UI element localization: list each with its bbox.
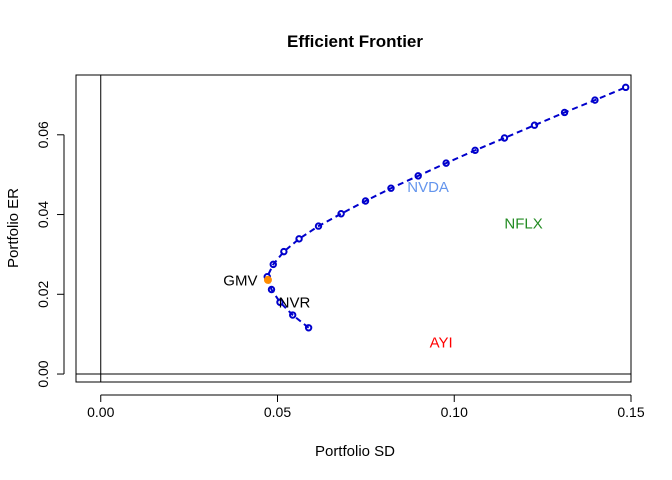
frontier-point [530,121,539,129]
frontier-point [337,210,345,218]
asset-labels: GMV NVR NVDA NFLX AYI [223,179,542,351]
frontier-point [414,172,422,180]
asset-label-nflx: NFLX [504,216,542,233]
asset-label-gmv: GMV [223,273,257,290]
frontier-point [295,235,303,243]
x-axis-label: Portfolio SD [315,443,395,460]
frontier-point [276,298,284,306]
frontier-line [266,86,627,329]
y-axis: 0.00 0.02 0.04 0.06 [35,121,65,388]
frontier-point [314,222,323,230]
gmv-point [263,275,272,284]
frontier-point [280,247,288,256]
plot-area-border [75,74,632,383]
frontier-point [288,311,297,319]
y-axis-label: Portfolio ER [5,188,22,268]
frontier-point [560,108,569,117]
y-tick-label: 0.04 [35,201,51,228]
frontier-point [361,197,370,205]
frontier-point [621,83,630,92]
frontier-point [269,260,277,269]
frontier-series [263,83,630,332]
frontier-point [304,324,313,332]
x-tick-label: 0.00 [87,404,114,420]
x-tick-label: 0.15 [617,404,644,420]
x-axis: 0.00 0.05 0.10 0.15 [87,394,645,420]
frontier-point [591,96,599,104]
y-tick-label: 0.00 [35,360,51,387]
y-tick-label: 0.06 [35,121,51,148]
frontier-point [500,134,509,142]
frontier-point [387,184,395,192]
chart-title: Efficient Frontier [287,32,423,51]
asset-label-nvr: NVR [279,295,311,312]
frontier-point [267,285,276,294]
x-tick-label: 0.10 [441,404,468,420]
asset-label-ayi: AYI [430,335,453,352]
frontier-point [471,146,479,155]
frontier-point [442,159,450,167]
y-tick-label: 0.02 [35,280,51,307]
asset-label-nvda: NVDA [407,179,449,196]
x-tick-label: 0.05 [264,404,291,420]
